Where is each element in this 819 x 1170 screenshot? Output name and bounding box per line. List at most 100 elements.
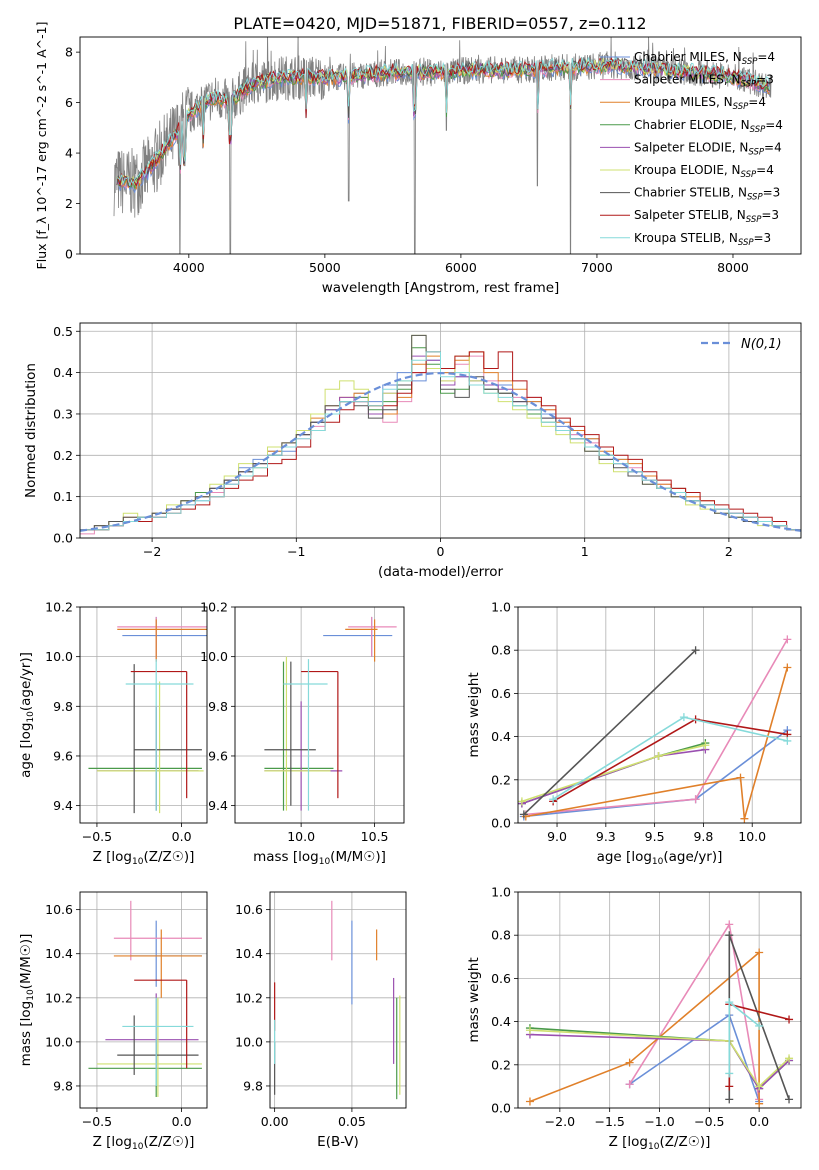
x-tick-label: 0.0 <box>172 829 192 844</box>
data-point-salpeter-miles <box>348 616 397 657</box>
data-point-salpeter-elodie <box>96 706 199 811</box>
y-tick-label: 0.2 <box>491 772 511 787</box>
series-kroupa-stelib <box>725 998 764 1078</box>
axes-frame <box>517 606 802 824</box>
y-tick-label: 4 <box>65 146 73 161</box>
y-axis-label: mass [log10(M/M☉)] <box>18 934 36 1067</box>
y-tick-label: 9.4 <box>208 798 228 813</box>
series-kroupa-stelib <box>549 713 792 804</box>
data-point-chabrier-miles <box>323 616 393 657</box>
data-point-kroupa-miles <box>113 929 202 998</box>
x-tick-label: 9.0 <box>547 829 567 844</box>
legend-entry: Salpeter STELIB, NSSP=3 <box>634 208 779 225</box>
axes-frame <box>269 891 407 1109</box>
spectrum-panel: 4000 5000 6000 7000 8000 0 2 4 6 8 wavelength [Ang… <box>34 22 802 296</box>
series-marker <box>740 814 749 823</box>
x-axis-label: age [log10(age/yr)] <box>597 849 723 867</box>
y-tick-label: 0.2 <box>491 1057 511 1072</box>
series-marker <box>755 1082 764 1091</box>
data-point-salpeter-miles <box>117 616 207 662</box>
series-marker <box>725 1082 734 1091</box>
series-line <box>523 649 697 815</box>
x-tick-label: −0.5 <box>694 1114 724 1129</box>
x-tick-label: 8000 <box>717 260 749 275</box>
data-point-salpeter-stelib <box>130 670 188 799</box>
series-marker <box>725 1095 734 1104</box>
axes-frame <box>79 36 802 255</box>
x-axis-label: E(B-V) <box>317 1134 359 1150</box>
errorbar-plot-area <box>264 616 397 811</box>
weight-plot-area <box>518 635 792 823</box>
data-point-chabrier-elodie <box>88 1037 202 1097</box>
x-axis-label: wavelength [Angstrom, rest frame] <box>322 280 560 296</box>
series-marker <box>679 713 688 722</box>
legend-entry: Kroupa MILES, NSSP=4 <box>634 95 766 112</box>
series-marker <box>549 795 558 804</box>
y-tick-label: 10.6 <box>45 902 73 917</box>
series-line <box>529 950 760 1104</box>
x-tick-label: 2 <box>725 544 733 559</box>
y-tick-label: 9.8 <box>53 1078 73 1093</box>
data-point-chabrier-elodie <box>264 661 334 811</box>
x-tick-label: −0.5 <box>82 1114 112 1129</box>
y-tick-label: 10.0 <box>200 649 228 664</box>
legend-entry: Chabrier STELIB, NSSP=3 <box>634 186 780 203</box>
series-marker <box>725 1069 734 1078</box>
series-line <box>525 667 789 819</box>
y-tick-label: 0.6 <box>491 971 511 986</box>
x-tick-label: −1.5 <box>594 1114 624 1129</box>
series-marker <box>736 773 745 782</box>
y-tick-label: 0.4 <box>491 729 511 744</box>
x-tick-label: −0.5 <box>82 829 112 844</box>
y-tick-label: 9.8 <box>53 699 73 714</box>
series-marker <box>701 741 710 750</box>
x-tick-label: 9.5 <box>645 829 665 844</box>
y-axis-label: Flux [f_λ 10^-17 erg cm^-2 s^-1 A^-1] <box>34 22 49 270</box>
y-tick-label: 0.2 <box>53 448 73 463</box>
y-tick-label: 10.4 <box>45 946 73 961</box>
series-marker <box>625 1080 634 1089</box>
series-marker <box>785 1054 794 1063</box>
series-marker <box>525 1026 534 1035</box>
y-axis-label: mass weight <box>466 672 482 757</box>
x-tick-label: 0.0 <box>172 1114 192 1129</box>
ebv-vs-mass-panel: 0.00 0.05 9.8 10.0 10.2 10.4 10.6 E(B-V) <box>235 891 407 1150</box>
series-line <box>529 1029 790 1088</box>
y-tick-label: 0.6 <box>491 686 511 701</box>
data-point-kroupa-elodie <box>264 656 331 811</box>
errorbar-plot-area <box>274 900 401 1100</box>
x-tick-label: 0.0 <box>749 1114 769 1129</box>
series-marker <box>654 752 663 761</box>
series-marker <box>755 1099 764 1108</box>
series-marker <box>518 797 526 806</box>
weight-plot-area <box>525 920 794 1108</box>
y-tick-label: 0.8 <box>491 643 511 658</box>
data-point-salpeter-elodie <box>105 993 199 1069</box>
x-tick-label: 5000 <box>309 260 341 275</box>
legend-entry: N(0,1) <box>741 337 782 352</box>
x-tick-label: 4000 <box>173 260 205 275</box>
series-marker <box>625 1058 634 1067</box>
x-tick-label: 10.0 <box>287 829 315 844</box>
axes-frame <box>517 891 802 1109</box>
x-tick-label: −1.0 <box>644 1114 674 1129</box>
series-marker <box>755 1021 764 1030</box>
y-tick-label: 6 <box>65 95 73 110</box>
x-axis-label: (data-model)/error <box>378 564 504 580</box>
y-tick-label: 8 <box>65 45 73 60</box>
y-tick-label: 0.1 <box>53 489 73 504</box>
data-point-salpeter-miles <box>113 900 202 961</box>
y-axis-label: age [log10(age/yr)] <box>18 652 36 778</box>
series-marker <box>755 948 764 957</box>
y-tick-label: 9.6 <box>208 748 228 763</box>
figure-title: PLATE=0420, MJD=51871, FIBERID=0557, z=0… <box>233 14 646 33</box>
data-point-kroupa-elodie <box>96 681 204 814</box>
x-axis-label: Z [log10(Z/Z☉)] <box>609 1134 711 1152</box>
series-marker <box>783 635 792 644</box>
x-tick-label: −2 <box>143 544 161 559</box>
y-tick-label: 0.0 <box>491 1101 511 1116</box>
series-marker <box>519 810 528 819</box>
age-vs-weight-panel: 9.0 9.3 9.5 9.8 10.0 0.0 0.2 0.4 0.6 0.8 1.0 age [l… <box>466 600 802 867</box>
data-point-chabrier-elodie <box>88 706 202 811</box>
